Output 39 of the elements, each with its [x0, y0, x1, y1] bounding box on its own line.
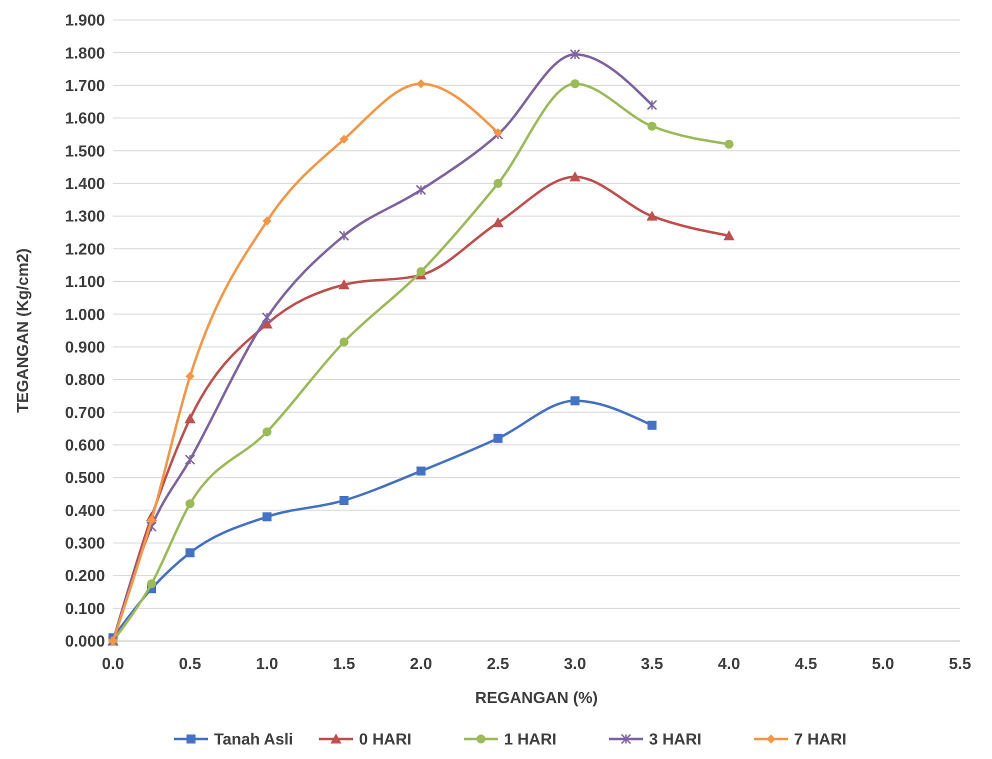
- y-tick-label: 1.600: [64, 110, 106, 128]
- y-tick-label: 1.300: [64, 208, 106, 226]
- x-axis-title: REGANGAN (%): [475, 690, 598, 707]
- x-tick-label: 2.0: [410, 656, 432, 673]
- y-tick-label: 0.800: [64, 372, 106, 390]
- y-tick-label: 0.100: [64, 600, 106, 618]
- y-tick-label: 0.500: [64, 470, 106, 488]
- x-tick-label: 4.5: [794, 656, 818, 673]
- y-tick-label: 0.200: [64, 568, 106, 586]
- legend-label: 7 HARI: [794, 732, 846, 749]
- legend-label: 1 HARI: [504, 732, 556, 749]
- x-tick-label: 1.0: [256, 656, 278, 673]
- legend-label: Tanah Asli: [214, 732, 294, 749]
- y-tick-label: 1.400: [64, 176, 106, 194]
- y-tick-label: 0.000: [64, 634, 106, 651]
- y-tick-label: 1.000: [64, 306, 106, 324]
- x-tick-label: 0.5: [178, 656, 202, 673]
- y-tick-label: 0.300: [64, 536, 106, 553]
- y-tick-label: 0.400: [64, 502, 106, 520]
- y-tick-label: 0.900: [64, 339, 106, 356]
- y-tick-label: 0.600: [64, 437, 106, 454]
- x-tick-label: 1.5: [332, 656, 356, 673]
- x-tick-label: 0.0: [102, 656, 124, 673]
- x-tick-label: 5.5: [948, 656, 972, 673]
- y-tick-label: 1.700: [64, 78, 106, 95]
- x-tick-label: 5.0: [872, 656, 894, 673]
- x-tick-label: 3.5: [640, 656, 664, 673]
- y-tick-label: 1.500: [64, 143, 106, 160]
- y-tick-label: 0.700: [64, 404, 106, 422]
- x-tick-label: 3.0: [564, 656, 586, 673]
- x-tick-label: 4.0: [718, 656, 740, 673]
- y-tick-label: 1.200: [64, 241, 106, 258]
- x-tick-label: 2.5: [486, 656, 510, 673]
- y-tick-label: 1.100: [64, 274, 106, 292]
- y-axis-title: TEGANGAN (Kg/cm2): [15, 248, 32, 413]
- legend-label: 0 HARI: [359, 732, 412, 749]
- y-tick-label: 1.900: [64, 12, 106, 30]
- y-tick-label: 1.800: [64, 45, 106, 62]
- legend-label: 3 HARI: [649, 732, 702, 749]
